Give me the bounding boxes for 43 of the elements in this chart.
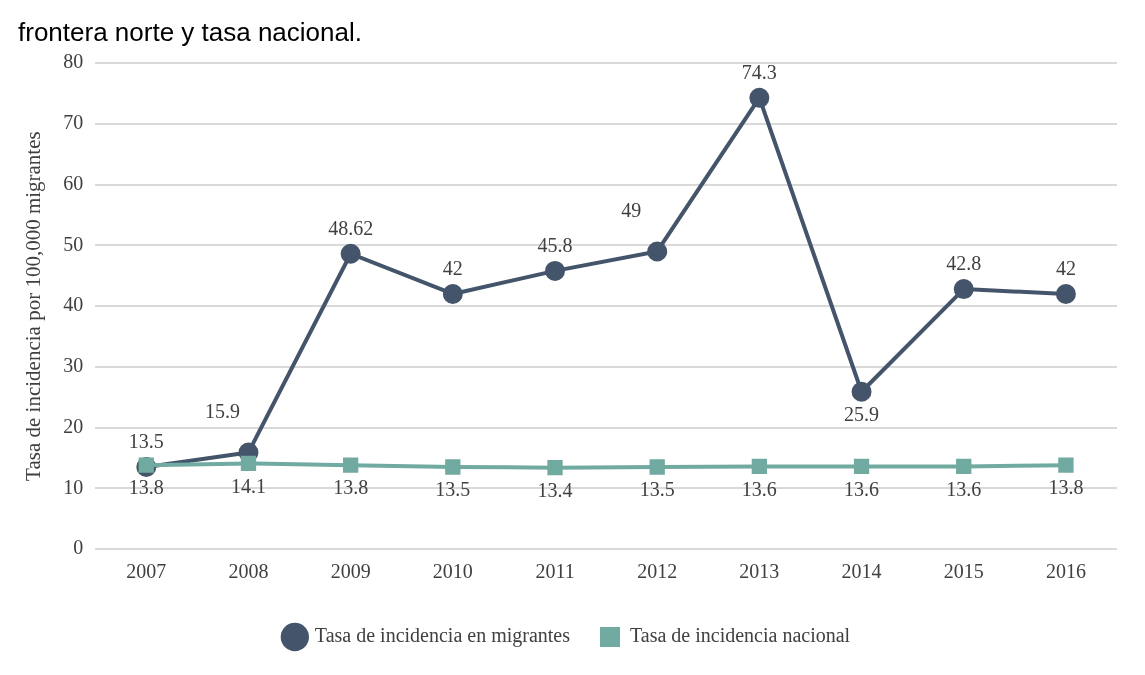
x-tick-label: 2014 <box>841 560 882 583</box>
x-tick-label: 2013 <box>739 560 780 583</box>
data-label: 48.62 <box>328 217 374 240</box>
y-tick-label: 10 <box>63 475 84 498</box>
y-tick-label: 50 <box>63 232 84 255</box>
x-tick-label: 2011 <box>535 560 575 583</box>
data-label: 13.8 <box>128 476 164 499</box>
data-label: 13.5 <box>128 430 164 453</box>
data-label: 74.3 <box>741 61 777 84</box>
x-tick-label: 2016 <box>1045 560 1086 583</box>
legend-label: Tasa de incidencia en migrantes <box>314 624 571 648</box>
legend-label: Tasa de incidencia nacional <box>630 624 851 647</box>
x-tick-label: 2008 <box>228 560 269 583</box>
chart-title: frontera norte y tasa nacional. <box>18 16 362 47</box>
x-tick-label: 2009 <box>330 560 371 583</box>
x-tick-label: 2015 <box>943 560 984 583</box>
y-axis-title: Tasa de incidencia por 100,000 migrantes <box>21 131 46 481</box>
x-tick-label: 2010 <box>432 560 473 583</box>
y-tick-label: 60 <box>63 171 84 194</box>
data-label: 42.8 <box>946 252 982 275</box>
y-tick-label: 80 <box>63 50 84 73</box>
y-tick-label: 40 <box>63 293 84 316</box>
x-tick-label: 2007 <box>126 560 167 583</box>
data-label: 13.6 <box>946 477 982 500</box>
data-label: 13.6 <box>844 477 880 500</box>
data-label: 13.8 <box>1048 476 1084 499</box>
data-label: 13.4 <box>537 478 573 501</box>
y-tick-label: 30 <box>63 354 84 377</box>
data-label: 42 <box>442 257 463 280</box>
data-label: 25.9 <box>844 402 880 425</box>
data-label: 13.5 <box>435 478 471 501</box>
y-tick-label: 70 <box>63 111 84 134</box>
data-label: 14.1 <box>230 474 266 497</box>
data-label: 42 <box>1055 257 1076 280</box>
y-tick-label: 0 <box>73 536 84 559</box>
data-label: 49 <box>621 198 642 221</box>
data-label: 13.8 <box>333 476 369 499</box>
data-label: 45.8 <box>537 234 573 257</box>
data-label: 13.5 <box>639 478 675 501</box>
data-label: 15.9 <box>204 399 240 422</box>
data-label: 13.6 <box>741 477 777 500</box>
y-tick-label: 20 <box>63 414 84 437</box>
x-tick-label: 2012 <box>637 560 678 583</box>
